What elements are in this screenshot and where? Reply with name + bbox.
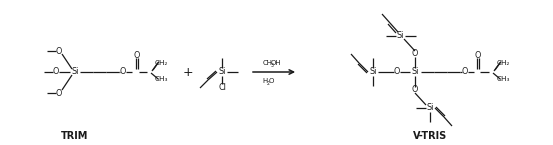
Text: O: O xyxy=(56,88,62,97)
Text: CH: CH xyxy=(263,60,273,66)
Text: O: O xyxy=(268,78,274,84)
Text: +: + xyxy=(182,66,194,78)
Text: Si: Si xyxy=(369,68,377,77)
Text: H: H xyxy=(262,78,268,84)
Text: CH₃: CH₃ xyxy=(155,76,169,82)
Text: O: O xyxy=(412,49,418,58)
Text: O: O xyxy=(53,68,59,77)
Text: 3: 3 xyxy=(271,63,274,68)
Text: Si: Si xyxy=(71,68,79,77)
Text: Si: Si xyxy=(426,104,434,113)
Text: OH: OH xyxy=(270,60,281,66)
Text: O: O xyxy=(394,68,400,77)
Text: O: O xyxy=(475,50,481,59)
Text: Si: Si xyxy=(218,68,226,77)
Text: O: O xyxy=(56,47,62,56)
Text: O: O xyxy=(462,68,468,77)
Text: TRIM: TRIM xyxy=(61,131,88,141)
Text: Si: Si xyxy=(411,68,419,77)
Text: O: O xyxy=(412,86,418,95)
Text: O: O xyxy=(134,50,140,59)
Text: O: O xyxy=(120,68,126,77)
Text: Cl: Cl xyxy=(218,84,226,93)
Text: CH₂: CH₂ xyxy=(497,60,510,66)
Text: CH₂: CH₂ xyxy=(154,60,168,66)
Text: 2: 2 xyxy=(267,81,269,86)
Text: Si: Si xyxy=(397,31,404,40)
Text: V-TRIS: V-TRIS xyxy=(413,131,447,141)
Text: CH₃: CH₃ xyxy=(497,76,510,82)
